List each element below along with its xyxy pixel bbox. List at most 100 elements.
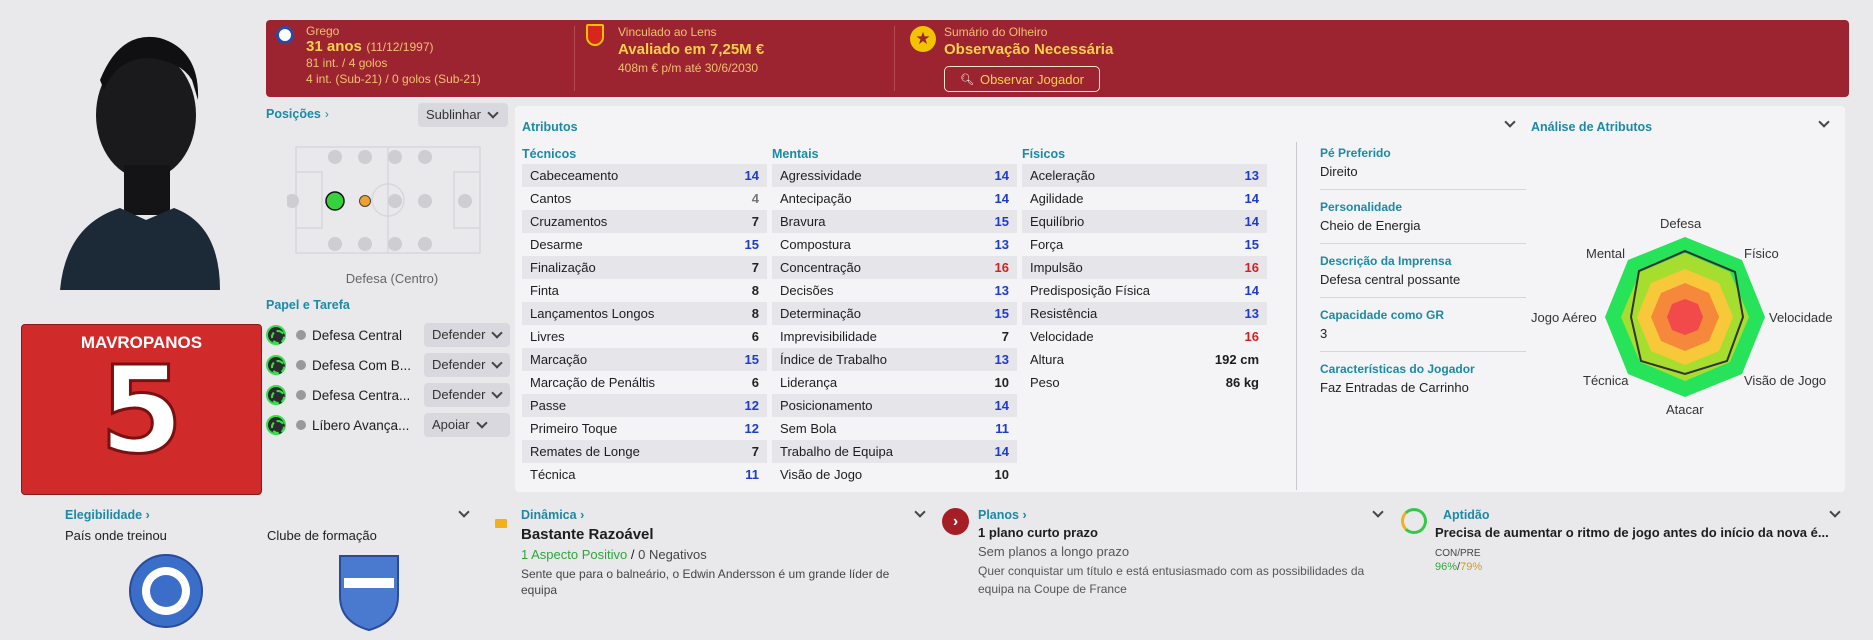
duty-dropdown[interactable]: Defender [424, 383, 510, 407]
roles-list: Defesa Central Defender Defesa Com B... … [266, 320, 510, 440]
attribute-row[interactable]: Cruzamentos 7 [522, 210, 767, 233]
role-item[interactable]: Defesa Com B... Defender [266, 350, 510, 380]
positions-link[interactable]: Posições › [266, 107, 329, 121]
attribute-row[interactable]: Velocidade 16 [1022, 325, 1267, 348]
attribute-row[interactable]: Lançamentos Longos 8 [522, 302, 767, 325]
eligibility-link[interactable]: Elegibilidade › [65, 508, 150, 522]
plans-link[interactable]: Planos › [978, 508, 1027, 522]
attribute-row[interactable]: Agilidade 14 [1022, 187, 1267, 210]
attribute-value: 14 [744, 168, 759, 183]
attribute-row[interactable]: Predisposição Física 14 [1022, 279, 1267, 302]
attribute-value: 15 [994, 214, 1009, 229]
attribute-row[interactable]: Cabeceamento 14 [522, 164, 767, 187]
chevron-right-icon[interactable]: › [942, 508, 969, 535]
role-item[interactable]: Líbero Avança... Apoiar [266, 410, 510, 440]
dynamics-value: Bastante Razoável [521, 526, 654, 543]
duty-dropdown[interactable]: Defender [424, 323, 510, 347]
analysis-title[interactable]: Análise de Atributos [1531, 120, 1653, 134]
attribute-row[interactable]: Equilíbrio 14 [1022, 210, 1267, 233]
attribute-row[interactable]: Decisões 13 [772, 279, 1017, 302]
attribute-row[interactable]: Remates de Longe 7 [522, 440, 767, 463]
chevron-down-icon [491, 327, 504, 339]
axis-label-mental: Mental [1586, 246, 1626, 261]
attribute-row[interactable]: Trabalho de Equipa 14 [772, 440, 1017, 463]
attribute-row[interactable]: Primeiro Toque 12 [522, 417, 767, 440]
attribute-row[interactable]: Impulsão 16 [1022, 256, 1267, 279]
attribute-row[interactable]: Bravura 15 [772, 210, 1017, 233]
chevron-down-icon[interactable] [458, 506, 470, 518]
attribute-value: 14 [994, 191, 1009, 206]
player-number: 5 [98, 342, 185, 481]
attribute-row[interactable]: Compostura 13 [772, 233, 1017, 256]
duty-dropdown[interactable]: Defender [424, 353, 510, 377]
axis-label-velocidade: Velocidade [1769, 310, 1833, 325]
attribute-value: 11 [995, 421, 1009, 436]
duty-dropdown[interactable]: Apoiar [424, 413, 510, 437]
axis-label-tecnica: Técnica [1583, 373, 1629, 388]
axis-label-visao: Visão de Jogo [1744, 373, 1827, 388]
attribute-row[interactable]: Cantos 4 [522, 187, 767, 210]
attribute-name: Finalização [530, 260, 596, 275]
con-pre-values: 96%/79% [1435, 561, 1483, 573]
youth-club-logo-icon [336, 552, 402, 632]
attribute-name: Cantos [530, 191, 572, 206]
attribute-row[interactable]: Aceleração 13 [1022, 164, 1267, 187]
nationality-section[interactable]: Grego 31 anos (11/12/1997) 81 int. / 4 g… [272, 20, 572, 97]
role-item[interactable]: Defesa Centra... Defender [266, 380, 510, 410]
attribute-name: Finta [530, 283, 559, 298]
chevron-down-icon [475, 417, 488, 429]
attribute-row[interactable]: Sem Bola 11 [772, 417, 1017, 440]
scout-player-button[interactable]: 🔍︎ Observar Jogador [944, 66, 1100, 92]
attribute-value: 15 [994, 306, 1009, 321]
info-icon[interactable] [296, 420, 306, 430]
attribute-value: 12 [744, 398, 759, 413]
attribute-row[interactable]: Imprevisibilidade 7 [772, 325, 1017, 348]
aptitude-link[interactable]: Aptidão [1443, 508, 1490, 522]
contract-section[interactable]: Vinculado ao Lens Avaliado em 7,25M € 40… [582, 20, 882, 97]
attribute-row[interactable]: Concentração 16 [772, 256, 1017, 279]
attribute-value: 14 [994, 168, 1009, 183]
attribute-name: Compostura [780, 237, 851, 252]
attribute-row[interactable]: Índice de Trabalho 13 [772, 348, 1017, 371]
chevron-down-icon[interactable] [1829, 506, 1841, 518]
attribute-row[interactable]: Resistência 13 [1022, 302, 1267, 325]
attribute-name: Liderança [780, 375, 838, 390]
attribute-name: Velocidade [1030, 329, 1094, 344]
attribute-name: Remates de Longe [530, 444, 640, 459]
attribute-row[interactable]: Finta 8 [522, 279, 767, 302]
attribute-row[interactable]: Marcação de Penáltis 6 [522, 371, 767, 394]
attribute-row[interactable]: Desarme 15 [522, 233, 767, 256]
attribute-row[interactable]: Agressividade 14 [772, 164, 1017, 187]
attribute-row[interactable]: Visão de Jogo 10 [772, 463, 1017, 486]
chevron-down-icon[interactable] [914, 506, 926, 518]
attribute-name: Marcação [530, 352, 588, 367]
highlight-dropdown[interactable]: Sublinhar [418, 103, 508, 127]
attribute-row[interactable]: Finalização 7 [522, 256, 767, 279]
attribute-row[interactable]: Determinação 15 [772, 302, 1017, 325]
info-icon[interactable] [296, 330, 306, 340]
physical-title: Físicos [1022, 147, 1066, 161]
attribute-row[interactable]: Marcação 15 [522, 348, 767, 371]
search-icon: 🔍︎ [959, 73, 974, 86]
chevron-down-icon[interactable] [1372, 506, 1384, 518]
attribute-value: 8 [751, 306, 759, 321]
attribute-name: Desarme [530, 237, 583, 252]
attribute-row[interactable]: Força 15 [1022, 233, 1267, 256]
attribute-value: 8 [751, 283, 759, 298]
info-icon[interactable] [296, 390, 306, 400]
physical-attributes: Aceleração 13 Agilidade 14 Equilíbrio 14 Força… [1022, 164, 1267, 348]
height-row: Altura 192 cm [1030, 352, 1259, 367]
attribute-value: 12 [744, 421, 759, 436]
info-icon[interactable] [296, 360, 306, 370]
attribute-row[interactable]: Livres 6 [522, 325, 767, 348]
attributes-title[interactable]: Atributos [522, 120, 578, 134]
attribute-row[interactable]: Liderança 10 [772, 371, 1017, 394]
dynamics-link[interactable]: Dinâmica › [521, 508, 585, 522]
attribute-row[interactable]: Passe 12 [522, 394, 767, 417]
attribute-value: 13 [994, 352, 1009, 367]
attribute-row[interactable]: Antecipação 14 [772, 187, 1017, 210]
attribute-row[interactable]: Técnica 11 [522, 463, 767, 486]
attribute-row[interactable]: Posicionamento 14 [772, 394, 1017, 417]
role-item[interactable]: Defesa Central Defender [266, 320, 510, 350]
plans-long: Sem planos a longo prazo [978, 544, 1130, 559]
